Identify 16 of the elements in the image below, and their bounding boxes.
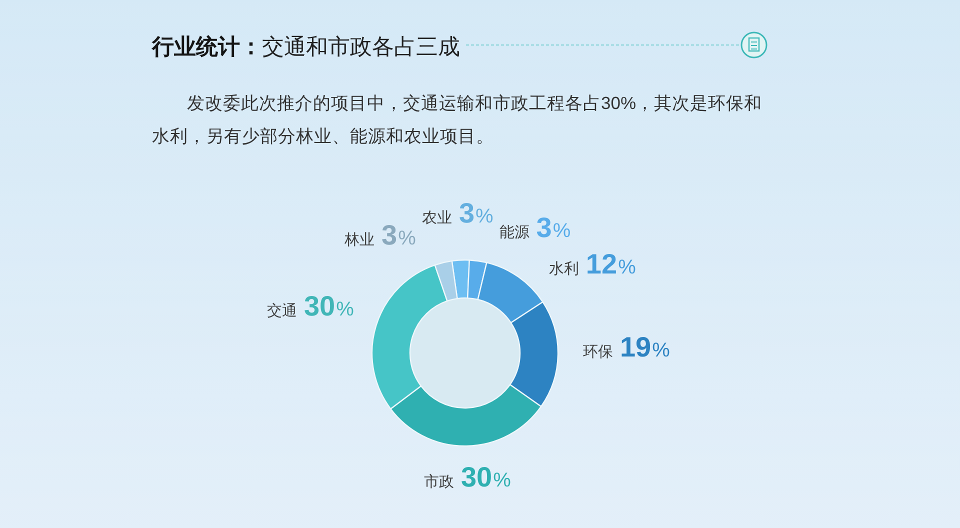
data-label: 3%	[458, 198, 494, 229]
slice-label: 交通	[266, 302, 297, 320]
slice-label: 环保	[582, 344, 613, 361]
data-label: 3%	[382, 219, 416, 250]
data-label: 30%	[304, 290, 354, 322]
data-label: 30%	[460, 461, 512, 492]
chart-subtitle: 发改委此次推介的项目中，交通运输和市政工程各占30%，其次是环保和水利，另有少部分林业、能源和农业项目。	[152, 93, 762, 146]
data-label: 12%	[586, 248, 636, 280]
slice-label: 农业	[422, 210, 452, 227]
data-label: 3%	[536, 212, 571, 243]
slice-label: 水利	[548, 260, 579, 278]
slice-label: 能源	[499, 224, 530, 241]
slice-label: 林业	[344, 231, 375, 248]
slice-label: 市政	[424, 473, 454, 490]
data-label: 19%	[620, 332, 670, 363]
chart-title: 行业统计：交通和市政各占三成	[151, 34, 460, 59]
